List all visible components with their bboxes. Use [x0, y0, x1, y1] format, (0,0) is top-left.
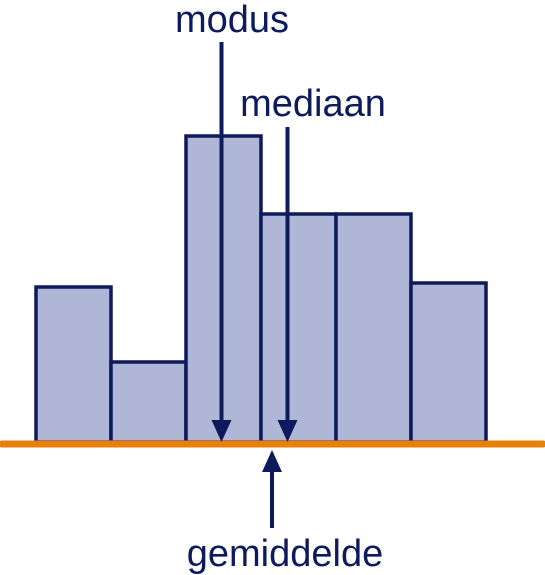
label-gemiddelde: gemiddelde	[187, 533, 383, 575]
mediaan-arrow	[277, 127, 298, 442]
annotation-arrows	[211, 42, 298, 528]
histogram-bar	[334, 212, 413, 444]
histogram-bar	[109, 360, 188, 444]
gemiddelde-arrow	[262, 450, 282, 528]
histogram-bars	[34, 134, 488, 444]
histogram-bar	[259, 212, 338, 444]
modus-arrow	[211, 42, 232, 442]
label-modus: modus	[175, 0, 289, 41]
label-mediaan: mediaan	[240, 83, 386, 125]
histogram-bar	[409, 281, 488, 444]
histogram-bar	[34, 285, 113, 444]
